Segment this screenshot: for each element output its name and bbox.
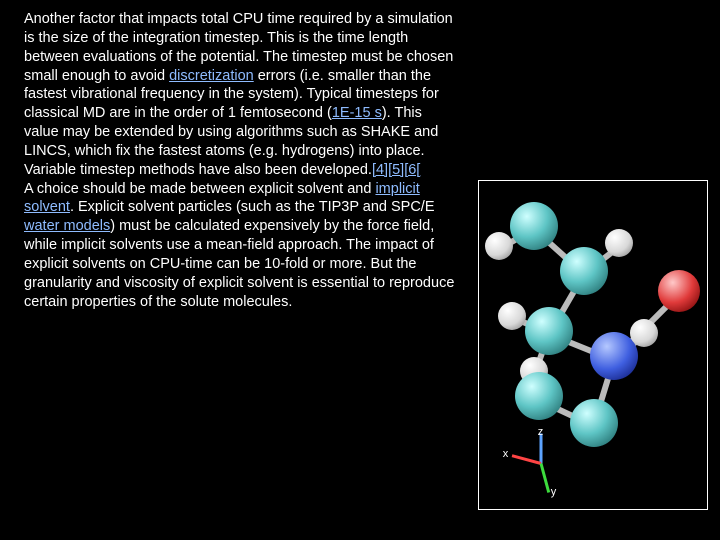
coordinate-axes: zxy (499, 429, 589, 499)
text-column: Another factor that impacts total CPU ti… (0, 0, 465, 540)
molecule-figure: z x y (478, 180, 708, 510)
atom-white (630, 319, 658, 347)
hyperlink[interactable]: [4][5][6[ (372, 162, 420, 178)
hyperlink[interactable]: implicit solvent (24, 181, 420, 216)
hyperlink[interactable]: 1E-15 s (332, 105, 382, 121)
atom-teal (510, 202, 558, 250)
atom-teal (560, 247, 608, 295)
atom-teal (515, 372, 563, 420)
hyperlink[interactable]: water models (24, 218, 110, 234)
atom-white (485, 232, 513, 260)
axis-label-y: y (551, 485, 557, 499)
axis-label-z: z (538, 425, 544, 439)
hyperlink[interactable]: discretization (169, 68, 254, 84)
axis-label-x: x (503, 447, 509, 461)
atom-teal (525, 307, 573, 355)
atom-white (498, 302, 526, 330)
axis-x (511, 454, 541, 465)
paragraph-2: A choice should be made between explicit… (24, 180, 457, 312)
paragraph-1: Another factor that impacts total CPU ti… (24, 10, 457, 180)
figure-column: z x y (465, 0, 720, 540)
atom-white (605, 229, 633, 257)
axis-y (539, 463, 550, 493)
atom-red (658, 270, 700, 312)
